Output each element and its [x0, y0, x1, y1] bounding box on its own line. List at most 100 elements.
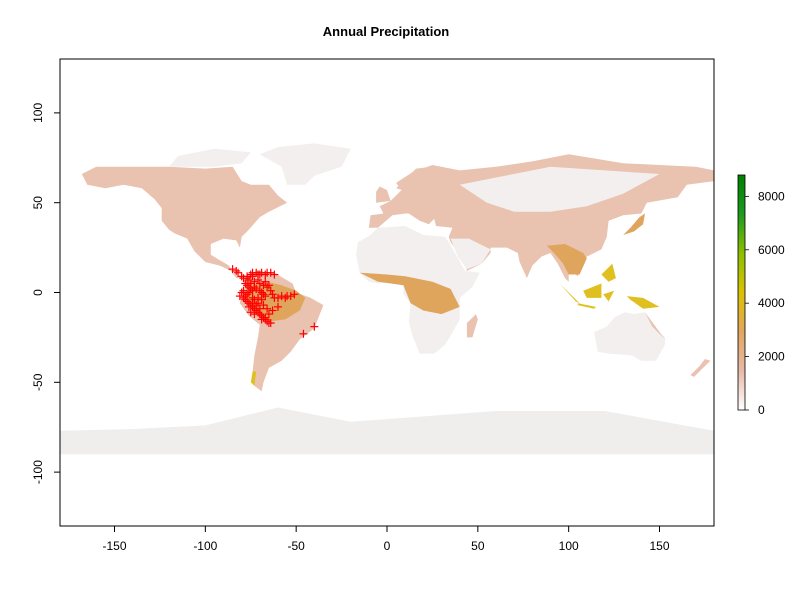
legend-tick-label: 0: [758, 403, 765, 417]
land-britain: [376, 186, 391, 203]
land-arctic-islands: [169, 148, 251, 167]
land-se-asia: [546, 244, 587, 275]
land-greenland: [259, 143, 351, 185]
occurrence-point: [254, 275, 263, 284]
occurrence-point: [261, 277, 270, 286]
x-axis: -150 -100 -50 0 50 100 150: [102, 526, 670, 553]
occurrence-point: [255, 286, 264, 295]
land-japan: [623, 213, 645, 235]
occurrence-point: [239, 286, 248, 295]
land-borneo: [583, 283, 602, 298]
occurrence-point: [259, 301, 268, 310]
occurrence-point: [257, 288, 266, 297]
legend-tick-label: 4000: [758, 296, 785, 310]
plot-frame: [59, 58, 715, 527]
occurrence-point: [243, 281, 252, 290]
occurrence-point: [266, 286, 275, 295]
occurrence-point: [248, 272, 257, 281]
y-axis: -100 -50 0 50 100: [31, 103, 60, 484]
x-tick-label: 150: [649, 539, 669, 553]
x-tick-label: -100: [193, 539, 217, 553]
occurrence-point: [239, 293, 248, 302]
occurrence-point: [290, 290, 299, 299]
x-tick-label: 50: [471, 539, 485, 553]
occurrence-point: [248, 299, 257, 308]
legend-tick-label: 6000: [758, 243, 785, 257]
y-tick-label: 50: [31, 196, 45, 210]
occurrence-point: [228, 265, 237, 274]
occurrence-point: [248, 286, 257, 295]
land-new-zealand: [690, 359, 711, 377]
legend-tick-label: 8000: [758, 189, 785, 203]
occurrence-point: [286, 292, 295, 301]
y-tick-label: -50: [31, 373, 45, 391]
occurrence-points: [228, 265, 319, 338]
occurrence-point: [281, 293, 290, 302]
land-madagascar: [466, 314, 478, 338]
occurrence-point: [255, 304, 264, 313]
occurrence-point: [257, 295, 266, 304]
occurrence-point: [255, 270, 264, 279]
occurrence-point: [246, 270, 255, 279]
occurrence-point: [241, 295, 250, 304]
occurrence-point: [259, 281, 268, 290]
occurrence-point: [261, 292, 270, 301]
occurrence-point: [261, 313, 270, 322]
legend-colorbar: [737, 174, 746, 411]
occurrence-point: [257, 315, 266, 324]
occurrence-point: [243, 297, 252, 306]
occurrence-point: [252, 284, 261, 293]
land-chile-wet: [250, 371, 257, 386]
occurrence-point: [250, 295, 259, 304]
occurrence-point: [243, 290, 252, 299]
occurrence-point: [264, 310, 273, 319]
occurrence-point: [274, 302, 282, 311]
land-sumatra: [559, 283, 580, 304]
occurrence-point: [268, 306, 277, 315]
occurrence-point: [244, 302, 253, 311]
occurrence-point: [254, 308, 263, 317]
x-tick-label: -150: [102, 539, 126, 553]
occurrence-point: [263, 283, 272, 292]
occurrence-point: [266, 268, 275, 277]
occurrence-point: [299, 329, 308, 338]
occurrence-point: [274, 293, 282, 302]
y-tick-label: 100: [31, 103, 45, 123]
x-tick-label: 100: [559, 539, 579, 553]
x-tick-label: -50: [287, 539, 305, 553]
occurrence-point: [263, 317, 272, 326]
occurrence-point: [234, 268, 243, 277]
occurrence-point: [252, 301, 261, 310]
land-philippines: [601, 263, 616, 282]
land-siberia: [459, 166, 660, 212]
occurrence-point: [268, 290, 277, 299]
occurrence-point: [266, 319, 275, 328]
occurrence-point: [237, 288, 246, 297]
occurrence-point: [235, 292, 244, 301]
legend-tick-label: 2000: [758, 350, 785, 364]
occurrence-point: [250, 310, 259, 319]
land-arabia: [450, 238, 491, 270]
occurrence-point: [255, 279, 264, 288]
land-antarctica: [60, 407, 714, 455]
land-scandinavia: [396, 166, 438, 192]
occurrence-point: [310, 322, 319, 331]
occurrence-point: [250, 283, 259, 292]
occurrence-point: [270, 270, 279, 279]
x-tick-label: 0: [384, 539, 391, 553]
land-new-guinea: [626, 296, 660, 309]
land-sulawesi: [603, 290, 615, 302]
occurrence-point: [259, 290, 268, 299]
occurrence-point: [246, 308, 255, 317]
occurrence-point: [263, 304, 272, 313]
land-north-america: [81, 166, 288, 279]
chart-title: Annual Precipitation: [323, 24, 449, 39]
occurrence-point: [246, 279, 255, 288]
occurrence-point: [232, 266, 241, 275]
y-tick-label: 0: [31, 289, 45, 296]
land-australia: [594, 312, 665, 361]
land-java: [577, 303, 596, 309]
legend-ticks: 0 2000 4000 6000 8000: [745, 189, 785, 417]
occurrence-point: [244, 275, 253, 284]
